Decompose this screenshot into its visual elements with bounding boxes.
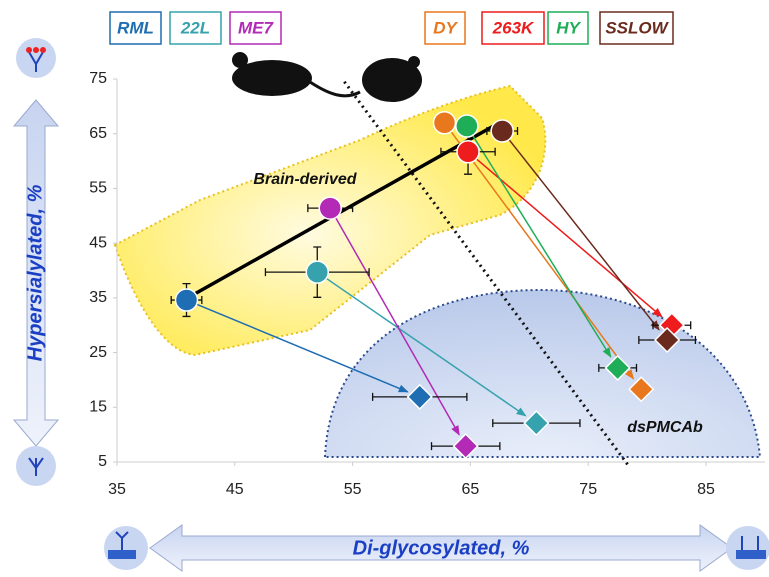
y-tick-label: 45 [89, 234, 107, 251]
arrow [186, 299, 409, 393]
y-tick-label: 25 [89, 344, 107, 361]
point [654, 326, 681, 354]
x-tick-label: 55 [344, 481, 362, 498]
point [305, 260, 330, 284]
x-tick-label: 65 [462, 481, 480, 498]
region-label: Brain-derived [253, 171, 357, 188]
point [490, 119, 514, 143]
legend-box [109, 11, 162, 45]
legend-box [547, 11, 589, 45]
point [406, 383, 433, 410]
y-tick-label: 15 [89, 399, 107, 416]
y-tick-label: 35 [89, 289, 107, 306]
legend-box [169, 11, 222, 45]
arrow [316, 271, 527, 417]
dspmcab-region [323, 288, 762, 458]
point [318, 196, 342, 220]
point [455, 114, 479, 138]
legend-box [424, 11, 466, 45]
point [456, 140, 480, 164]
mouse-icon [232, 52, 361, 98]
y-tick-label: 65 [89, 125, 107, 142]
legend-label: SSLOW [605, 18, 669, 37]
hamster-icon [362, 56, 422, 102]
point [604, 354, 631, 381]
legend-label: ME7 [238, 18, 275, 37]
y-tick-label: 55 [89, 180, 107, 197]
point [452, 433, 479, 460]
y-tick-label: 5 [98, 453, 107, 470]
legend-box [229, 11, 282, 45]
arrow [443, 122, 635, 380]
y-axis-title: Hypersialylated, % [24, 184, 46, 361]
point [628, 376, 655, 403]
brain-region [113, 84, 547, 357]
divider-line [343, 80, 631, 468]
x-axis-title: Di-glycosylated, % [353, 537, 530, 559]
legend-label: DY [433, 18, 458, 37]
fit-line [186, 119, 504, 300]
legend-label: 22L [180, 18, 210, 37]
y-axis-arrow [12, 38, 60, 486]
legend-label: HY [556, 18, 581, 37]
legend-box [481, 11, 545, 45]
arrow [501, 130, 660, 331]
x-tick-label: 45 [226, 481, 244, 498]
legend-label: RML [117, 18, 154, 37]
legend-box [599, 11, 674, 45]
x-tick-label: 35 [108, 481, 126, 498]
region-label: dsPMCAb [627, 419, 703, 436]
y-tick-label: 75 [89, 70, 107, 87]
point [174, 288, 199, 312]
point [523, 410, 550, 437]
x-axis-arrow [104, 524, 769, 572]
x-tick-label: 85 [697, 481, 715, 498]
arrow [466, 125, 612, 358]
point [432, 111, 457, 135]
x-tick-label: 75 [579, 481, 597, 498]
legend-label: 263K [492, 18, 535, 37]
